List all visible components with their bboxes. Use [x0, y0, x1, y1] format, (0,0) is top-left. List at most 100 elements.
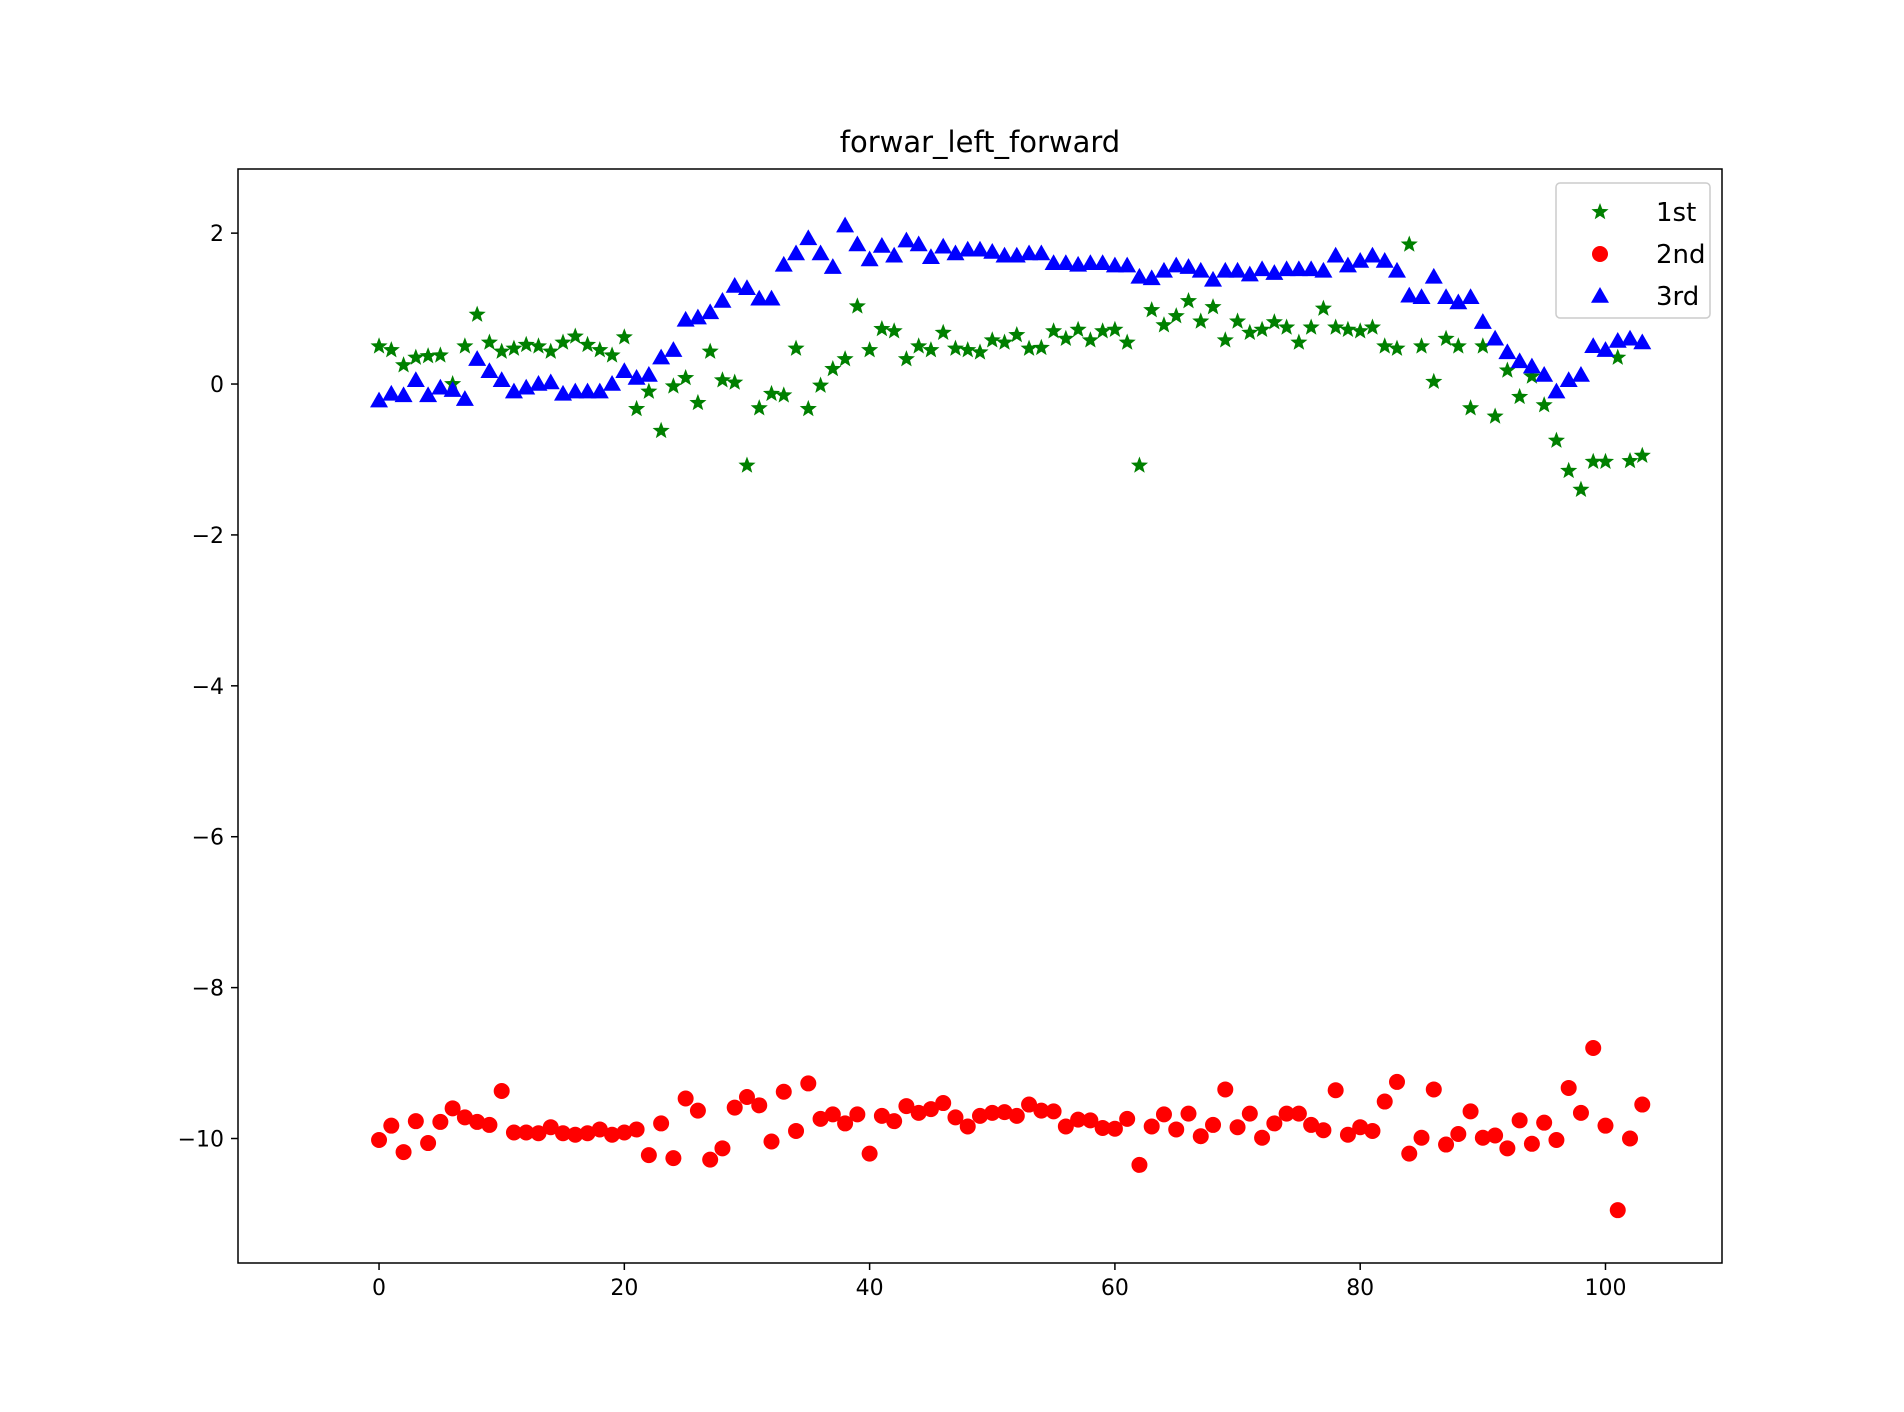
data-point — [1474, 337, 1492, 354]
data-point — [750, 289, 769, 306]
data-point — [1056, 254, 1075, 271]
data-point — [1327, 318, 1345, 335]
data-point — [1473, 313, 1492, 329]
data-point — [714, 1140, 731, 1157]
data-point — [787, 339, 805, 356]
data-point — [480, 333, 498, 350]
data-point — [1621, 329, 1640, 346]
data-point — [1584, 452, 1602, 470]
data-point — [1143, 1118, 1160, 1135]
data-point — [922, 1101, 939, 1118]
data-point — [1352, 1119, 1369, 1136]
data-point — [1179, 258, 1198, 274]
plot-markers — [370, 216, 1652, 1219]
data-point — [1621, 451, 1639, 469]
data-point — [615, 328, 633, 345]
data-point — [395, 1144, 412, 1161]
legend-marker — [1591, 203, 1609, 220]
data-point — [738, 456, 756, 473]
data-point — [1192, 312, 1210, 329]
data-point — [1339, 320, 1357, 337]
data-point — [444, 1100, 461, 1117]
data-point — [1069, 255, 1088, 272]
data-point — [652, 421, 670, 439]
data-point — [1093, 254, 1112, 271]
data-point — [849, 1106, 866, 1123]
data-point — [1192, 1128, 1209, 1145]
data-point — [1634, 1096, 1651, 1113]
data-point — [1560, 1079, 1577, 1096]
legend-item-1st: 1st — [1591, 198, 1696, 228]
data-point — [934, 237, 953, 254]
data-point — [1609, 1202, 1626, 1219]
y-tick-label: 2 — [210, 222, 224, 247]
data-point — [1277, 260, 1296, 277]
data-point — [996, 1104, 1013, 1121]
data-point — [1057, 329, 1075, 347]
y-tick-label: −6 — [192, 826, 224, 851]
data-point — [431, 346, 449, 363]
data-point — [897, 231, 916, 248]
data-point — [604, 1126, 621, 1143]
data-point — [1486, 329, 1505, 346]
data-point — [1535, 396, 1553, 413]
data-point — [837, 1115, 854, 1132]
chart-title: forwar_left_forward — [840, 125, 1120, 159]
y-tick-label: −10 — [178, 1128, 224, 1153]
data-point — [1119, 1110, 1136, 1127]
data-point — [1155, 316, 1173, 333]
data-point — [1510, 352, 1529, 369]
data-point — [1314, 261, 1333, 278]
data-point — [1241, 323, 1259, 340]
data-point — [578, 382, 597, 399]
data-point — [935, 1095, 952, 1112]
data-point — [1499, 1140, 1516, 1157]
data-point — [1364, 1122, 1381, 1139]
legend-label: 3rd — [1656, 282, 1699, 312]
data-point — [848, 297, 866, 314]
data-point — [529, 375, 548, 391]
data-point — [1375, 252, 1394, 268]
data-point — [639, 365, 658, 382]
data-point — [1131, 1156, 1148, 1173]
data-point — [652, 348, 671, 365]
data-point — [628, 1121, 645, 1138]
data-point — [1118, 333, 1136, 350]
x-tick-label: 60 — [1101, 1276, 1129, 1301]
data-point — [689, 393, 707, 411]
data-point — [517, 335, 535, 353]
data-point — [726, 1099, 743, 1116]
data-point — [567, 1126, 584, 1143]
data-point — [1314, 299, 1332, 316]
data-point — [1179, 292, 1198, 309]
data-point — [885, 322, 903, 339]
data-point — [787, 244, 806, 261]
data-point — [1130, 456, 1148, 473]
data-point — [1424, 267, 1443, 284]
data-point — [726, 373, 744, 390]
data-point — [1303, 1116, 1320, 1133]
data-point — [1142, 269, 1161, 286]
data-point — [541, 373, 560, 390]
data-point — [653, 1115, 670, 1132]
data-point — [702, 1151, 719, 1168]
data-point — [824, 359, 842, 377]
data-point — [591, 341, 609, 358]
data-point — [751, 1097, 768, 1114]
data-point — [738, 1089, 755, 1106]
data-point — [1572, 1104, 1589, 1121]
data-point — [481, 1116, 498, 1133]
data-point — [1450, 1125, 1467, 1142]
legend-item-3rd: 3rd — [1591, 282, 1699, 312]
data-point — [1253, 260, 1272, 277]
data-point — [971, 240, 989, 257]
data-point — [493, 1082, 510, 1099]
data-point — [1338, 256, 1357, 273]
data-point — [1204, 270, 1223, 287]
data-point — [1228, 312, 1247, 329]
data-point — [1572, 480, 1590, 497]
data-point — [1547, 382, 1566, 399]
data-point — [505, 339, 523, 356]
plot-frame — [237, 168, 1723, 1264]
data-point — [1081, 254, 1100, 271]
